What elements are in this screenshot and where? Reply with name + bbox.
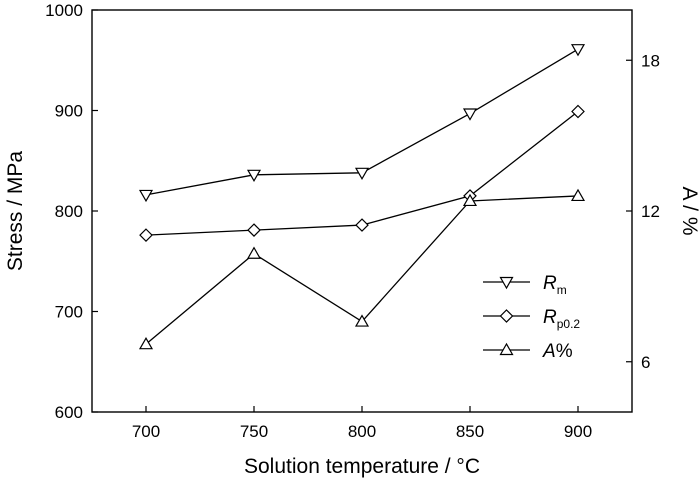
data-point-rm <box>138 189 154 203</box>
data-point-a <box>138 336 154 350</box>
y-tick-label: 600 <box>55 403 83 422</box>
x-tick-label: 800 <box>348 422 376 441</box>
legend-label: A% <box>542 341 573 362</box>
y-tick-label: 800 <box>55 202 83 221</box>
data-point-rp0-2 <box>139 228 153 242</box>
x-tick-label: 900 <box>564 422 592 441</box>
legend-marker <box>499 342 514 356</box>
data-point-rm <box>570 44 586 57</box>
data-point-rm <box>462 108 478 121</box>
data-point-rp0-2 <box>355 218 369 232</box>
data-point-rm <box>246 169 262 183</box>
data-point-rm <box>354 167 370 181</box>
legend-marker <box>499 309 514 323</box>
y-axis-left: 600 700 800 900 1000 <box>45 1 98 422</box>
y2-tick-label: 12 <box>641 202 660 221</box>
legend-label: Rm <box>543 273 567 297</box>
data-point-rp0-2 <box>247 223 261 237</box>
x-tick-label: 750 <box>240 422 268 441</box>
data-point-a <box>462 193 478 207</box>
x-tick-label: 700 <box>132 422 160 441</box>
x-tick-label: 850 <box>456 422 484 441</box>
y2-tick-label: 18 <box>641 51 660 70</box>
y2-axis-title: A / % <box>678 186 700 235</box>
y2-tick-label: 6 <box>641 353 650 372</box>
legend-marker <box>499 276 514 290</box>
series-layer <box>138 44 586 350</box>
y-tick-label: 900 <box>55 102 83 121</box>
x-axis: 700 750 800 850 900 <box>132 406 592 441</box>
x-axis-title: Solution temperature / °C <box>244 455 480 478</box>
data-point-a <box>354 314 370 327</box>
data-point-a <box>246 246 262 259</box>
legend: Rm Rp0.2 A% <box>483 273 580 362</box>
y-tick-label: 1000 <box>45 1 83 20</box>
y-axis-right: 6 12 18 <box>626 51 660 372</box>
y-axis-title: Stress / MPa <box>4 151 27 272</box>
data-point-rp0-2 <box>571 104 585 119</box>
data-point-a <box>570 188 586 202</box>
y-tick-label: 700 <box>55 303 83 322</box>
legend-label: Rp0.2 <box>543 307 580 331</box>
